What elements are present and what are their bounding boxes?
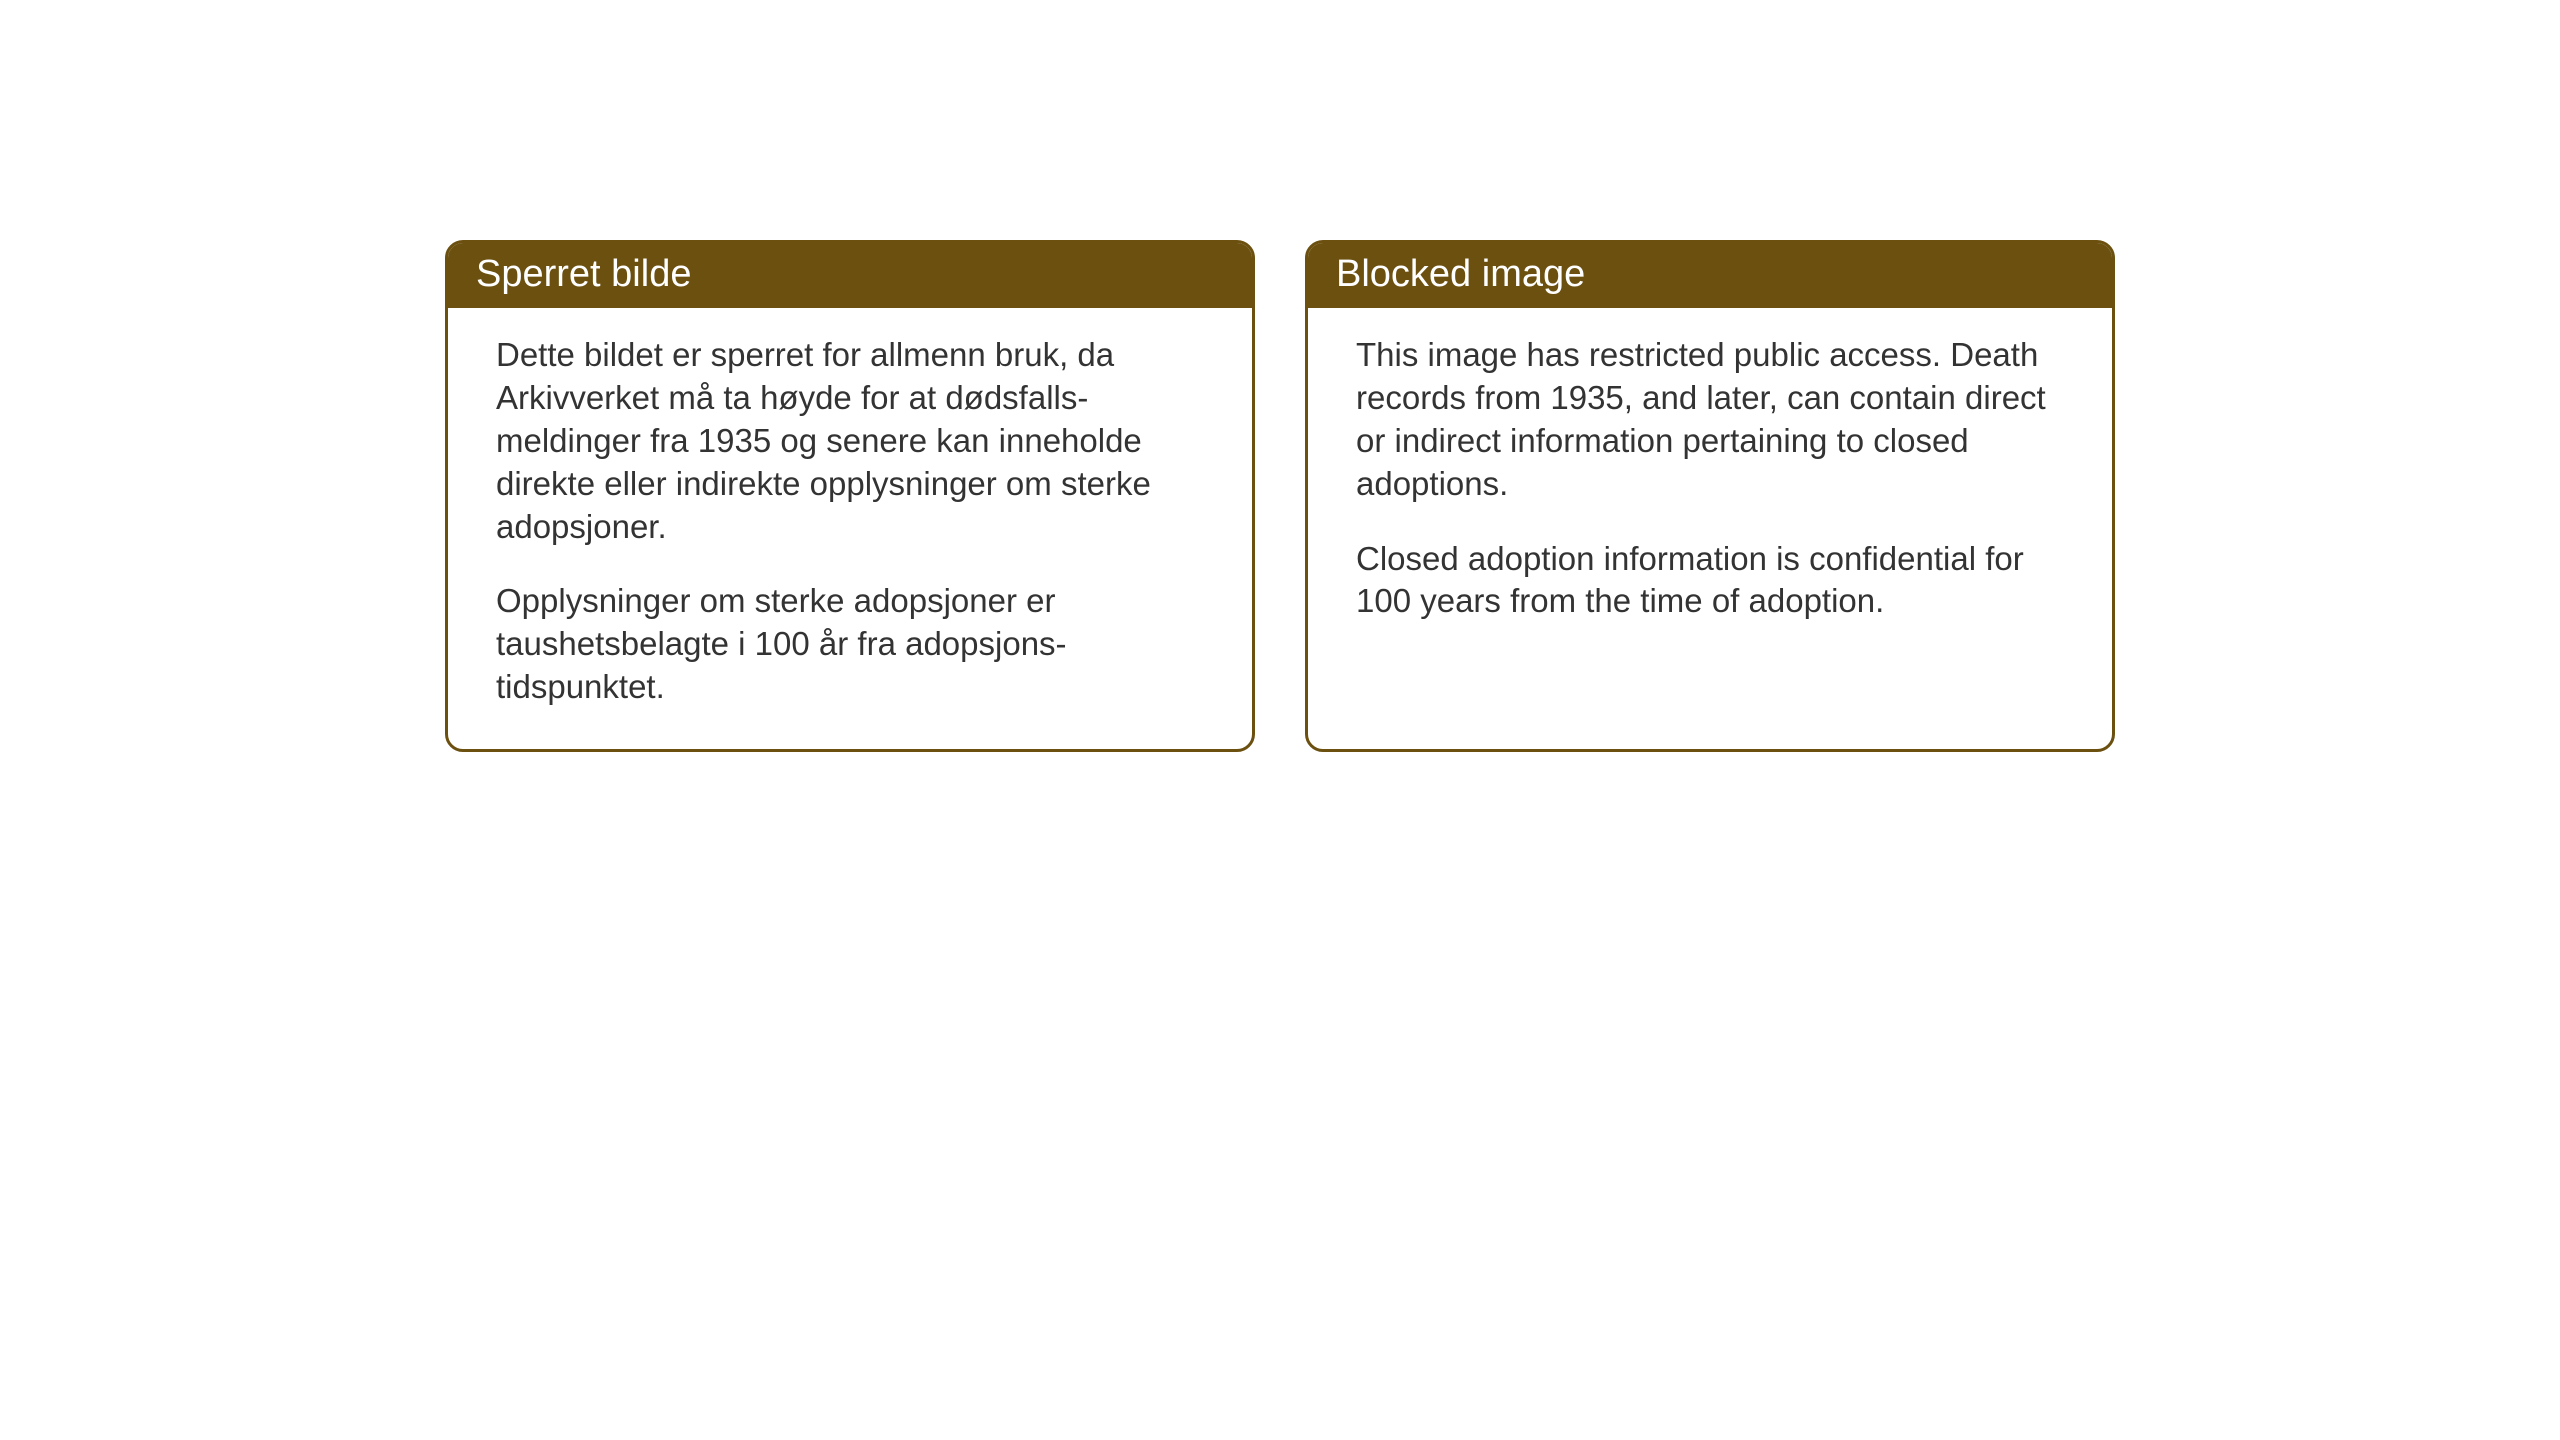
panel-norwegian-body: Dette bildet er sperret for allmenn bruk… bbox=[448, 308, 1252, 749]
panel-norwegian-header: Sperret bilde bbox=[448, 243, 1252, 308]
panel-norwegian-paragraph-1: Dette bildet er sperret for allmenn bruk… bbox=[496, 334, 1204, 548]
panel-english-paragraph-2: Closed adoption information is confident… bbox=[1356, 538, 2064, 624]
panel-english-header: Blocked image bbox=[1308, 243, 2112, 308]
panel-english-paragraph-1: This image has restricted public access.… bbox=[1356, 334, 2064, 506]
panel-english-body: This image has restricted public access.… bbox=[1308, 308, 2112, 738]
panels-container: Sperret bilde Dette bildet er sperret fo… bbox=[0, 0, 2560, 752]
panel-norwegian-paragraph-2: Opplysninger om sterke adopsjoner er tau… bbox=[496, 580, 1204, 709]
panel-english: Blocked image This image has restricted … bbox=[1305, 240, 2115, 752]
panel-norwegian: Sperret bilde Dette bildet er sperret fo… bbox=[445, 240, 1255, 752]
